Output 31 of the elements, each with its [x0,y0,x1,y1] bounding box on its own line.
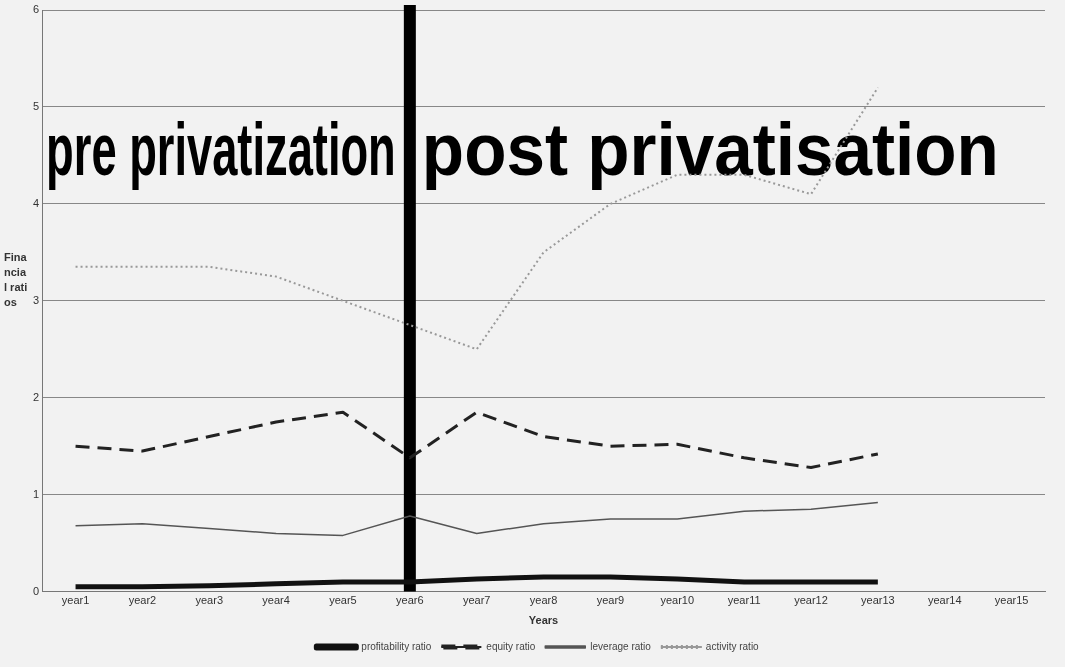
x-tick-label: year9 [596,594,625,607]
x-tick-label: year4 [262,594,290,607]
x-tick-label: year1 [61,594,90,607]
x-tick-label: year12 [794,594,828,607]
y-tick-label: 5 [32,99,40,112]
legend-label: activity ratio [705,640,760,652]
y-tick-label: 6 [32,3,40,16]
x-tick-label: year3 [195,594,224,607]
x-axis-title: Years [528,614,559,627]
y-tick-label: 3 [32,293,40,306]
y-tick-label: 2 [32,390,40,403]
legend-label: profitability ratio [361,640,432,652]
legend-label: equity ratio [486,640,536,652]
x-tick-label: year14 [927,594,962,607]
x-tick-label: year6 [396,594,424,607]
y-tick-label: 1 [32,487,40,500]
x-tick-label: year8 [529,594,558,607]
y-tick-label: 4 [32,196,40,209]
x-tick-label: year5 [329,594,357,607]
y-tick-label: 0 [32,584,40,597]
legend-label: leverage ratio [590,640,652,652]
x-tick-label: year11 [727,594,761,607]
x-tick-label: year13 [861,594,895,607]
line-series [74,410,880,470]
x-tick-label: year7 [462,594,491,607]
y-axis-title: Financial ratios [4,250,28,310]
x-tick-label: year2 [128,594,157,607]
x-tick-label: year10 [660,594,695,607]
annotation: pre privatization [46,108,396,191]
x-tick-label: year15 [994,594,1029,607]
annotation: post privatisation [421,107,999,191]
